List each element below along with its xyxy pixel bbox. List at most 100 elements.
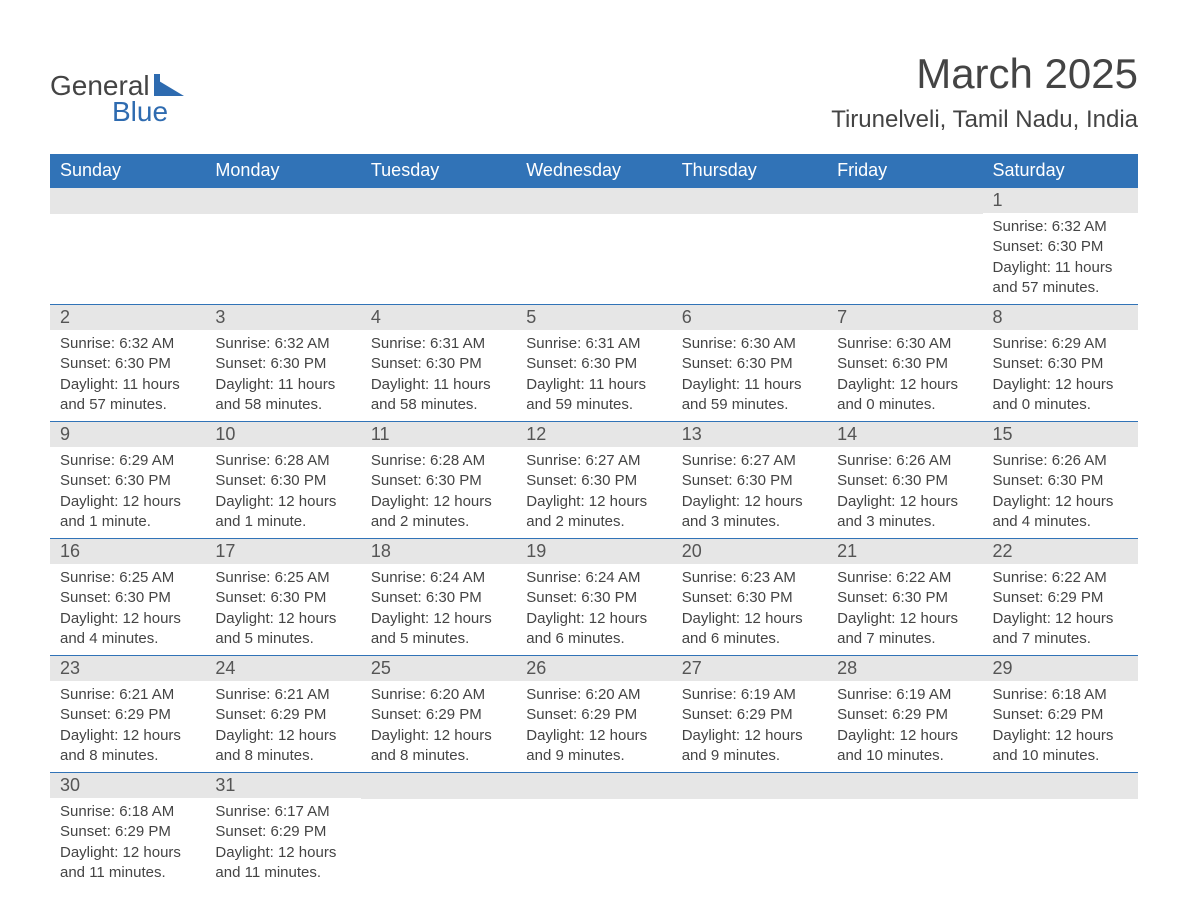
sunset-line: Sunset: 6:30 PM [526, 588, 661, 608]
sunrise-line: Sunrise: 6:21 AM [215, 685, 350, 705]
sunset-line: Sunset: 6:29 PM [371, 705, 506, 725]
sunset-line: Sunset: 6:30 PM [993, 471, 1128, 491]
day-number: 15 [983, 422, 1138, 447]
sunset-line: Sunset: 6:30 PM [526, 354, 661, 374]
sunrise-line: Sunrise: 6:24 AM [371, 568, 506, 588]
day-body: Sunrise: 6:23 AMSunset: 6:30 PMDaylight:… [672, 564, 827, 655]
sunset-line: Sunset: 6:29 PM [215, 822, 350, 842]
calendar-day-cell: 16Sunrise: 6:25 AMSunset: 6:30 PMDayligh… [50, 539, 205, 656]
sunset-line: Sunset: 6:29 PM [60, 822, 195, 842]
daylight-line: Daylight: 12 hours and 9 minutes. [682, 726, 817, 767]
daylight-line: Daylight: 12 hours and 10 minutes. [993, 726, 1128, 767]
day-number: 17 [205, 539, 360, 564]
daylight-line: Daylight: 12 hours and 11 minutes. [60, 843, 195, 884]
day-body: Sunrise: 6:20 AMSunset: 6:29 PMDaylight:… [516, 681, 671, 772]
weekday-header: Sunday [50, 154, 205, 188]
daylight-line: Daylight: 11 hours and 59 minutes. [682, 375, 817, 416]
weekday-header: Tuesday [361, 154, 516, 188]
sunset-line: Sunset: 6:30 PM [837, 354, 972, 374]
day-body-empty [827, 214, 982, 294]
day-number: 10 [205, 422, 360, 447]
daylight-line: Daylight: 11 hours and 57 minutes. [993, 258, 1128, 299]
weekday-header: Monday [205, 154, 360, 188]
day-number-empty [672, 773, 827, 799]
calendar-day-cell [361, 188, 516, 305]
day-body: Sunrise: 6:20 AMSunset: 6:29 PMDaylight:… [361, 681, 516, 772]
daylight-line: Daylight: 12 hours and 1 minute. [215, 492, 350, 533]
day-body: Sunrise: 6:28 AMSunset: 6:30 PMDaylight:… [205, 447, 360, 538]
sunset-line: Sunset: 6:29 PM [526, 705, 661, 725]
day-body-empty [516, 214, 671, 294]
sunset-line: Sunset: 6:29 PM [682, 705, 817, 725]
sunrise-line: Sunrise: 6:20 AM [371, 685, 506, 705]
calendar-day-cell: 27Sunrise: 6:19 AMSunset: 6:29 PMDayligh… [672, 656, 827, 773]
day-number: 30 [50, 773, 205, 798]
day-number: 7 [827, 305, 982, 330]
calendar-day-cell [672, 188, 827, 305]
calendar-day-cell: 9Sunrise: 6:29 AMSunset: 6:30 PMDaylight… [50, 422, 205, 539]
day-body: Sunrise: 6:19 AMSunset: 6:29 PMDaylight:… [827, 681, 982, 772]
day-number: 20 [672, 539, 827, 564]
daylight-line: Daylight: 12 hours and 10 minutes. [837, 726, 972, 767]
calendar-day-cell: 22Sunrise: 6:22 AMSunset: 6:29 PMDayligh… [983, 539, 1138, 656]
calendar-day-cell: 8Sunrise: 6:29 AMSunset: 6:30 PMDaylight… [983, 305, 1138, 422]
sunrise-line: Sunrise: 6:17 AM [215, 802, 350, 822]
sunrise-line: Sunrise: 6:25 AM [60, 568, 195, 588]
calendar-day-cell [516, 188, 671, 305]
calendar-day-cell [827, 188, 982, 305]
calendar-day-cell: 2Sunrise: 6:32 AMSunset: 6:30 PMDaylight… [50, 305, 205, 422]
sunrise-line: Sunrise: 6:31 AM [371, 334, 506, 354]
sunset-line: Sunset: 6:30 PM [526, 471, 661, 491]
calendar-day-cell: 17Sunrise: 6:25 AMSunset: 6:30 PMDayligh… [205, 539, 360, 656]
calendar-day-cell: 19Sunrise: 6:24 AMSunset: 6:30 PMDayligh… [516, 539, 671, 656]
sunset-line: Sunset: 6:30 PM [371, 471, 506, 491]
sunset-line: Sunset: 6:30 PM [837, 471, 972, 491]
day-number: 3 [205, 305, 360, 330]
day-body: Sunrise: 6:31 AMSunset: 6:30 PMDaylight:… [516, 330, 671, 421]
sunset-line: Sunset: 6:30 PM [215, 588, 350, 608]
calendar-day-cell: 10Sunrise: 6:28 AMSunset: 6:30 PMDayligh… [205, 422, 360, 539]
sunset-line: Sunset: 6:30 PM [371, 354, 506, 374]
day-number: 6 [672, 305, 827, 330]
day-number: 24 [205, 656, 360, 681]
sunrise-line: Sunrise: 6:32 AM [215, 334, 350, 354]
day-number-empty [516, 188, 671, 214]
day-body: Sunrise: 6:21 AMSunset: 6:29 PMDaylight:… [50, 681, 205, 772]
daylight-line: Daylight: 12 hours and 7 minutes. [837, 609, 972, 650]
sunrise-line: Sunrise: 6:31 AM [526, 334, 661, 354]
calendar-day-cell [50, 188, 205, 305]
sunset-line: Sunset: 6:30 PM [993, 354, 1128, 374]
daylight-line: Daylight: 12 hours and 0 minutes. [837, 375, 972, 416]
calendar-day-cell: 30Sunrise: 6:18 AMSunset: 6:29 PMDayligh… [50, 773, 205, 890]
day-body: Sunrise: 6:21 AMSunset: 6:29 PMDaylight:… [205, 681, 360, 772]
calendar-week-row: 1Sunrise: 6:32 AMSunset: 6:30 PMDaylight… [50, 188, 1138, 305]
sunrise-line: Sunrise: 6:32 AM [60, 334, 195, 354]
sunrise-line: Sunrise: 6:32 AM [993, 217, 1128, 237]
day-number: 21 [827, 539, 982, 564]
calendar-day-cell: 21Sunrise: 6:22 AMSunset: 6:30 PMDayligh… [827, 539, 982, 656]
daylight-line: Daylight: 12 hours and 6 minutes. [682, 609, 817, 650]
day-number: 19 [516, 539, 671, 564]
sunset-line: Sunset: 6:30 PM [371, 588, 506, 608]
day-number-empty [361, 188, 516, 214]
day-body-empty [672, 214, 827, 294]
day-body: Sunrise: 6:27 AMSunset: 6:30 PMDaylight:… [516, 447, 671, 538]
sunrise-line: Sunrise: 6:26 AM [837, 451, 972, 471]
day-number-empty [827, 773, 982, 799]
day-number: 23 [50, 656, 205, 681]
day-number: 4 [361, 305, 516, 330]
sunset-line: Sunset: 6:29 PM [837, 705, 972, 725]
calendar-day-cell: 28Sunrise: 6:19 AMSunset: 6:29 PMDayligh… [827, 656, 982, 773]
day-number: 8 [983, 305, 1138, 330]
sunrise-line: Sunrise: 6:27 AM [682, 451, 817, 471]
calendar-day-cell: 6Sunrise: 6:30 AMSunset: 6:30 PMDaylight… [672, 305, 827, 422]
calendar-week-row: 23Sunrise: 6:21 AMSunset: 6:29 PMDayligh… [50, 656, 1138, 773]
day-body-empty [983, 799, 1138, 879]
sunset-line: Sunset: 6:30 PM [682, 588, 817, 608]
calendar-day-cell: 1Sunrise: 6:32 AMSunset: 6:30 PMDaylight… [983, 188, 1138, 305]
day-number: 13 [672, 422, 827, 447]
day-body: Sunrise: 6:27 AMSunset: 6:30 PMDaylight:… [672, 447, 827, 538]
day-number: 25 [361, 656, 516, 681]
day-body: Sunrise: 6:24 AMSunset: 6:30 PMDaylight:… [516, 564, 671, 655]
title-block: March 2025 Tirunelveli, Tamil Nadu, Indi… [831, 50, 1138, 134]
